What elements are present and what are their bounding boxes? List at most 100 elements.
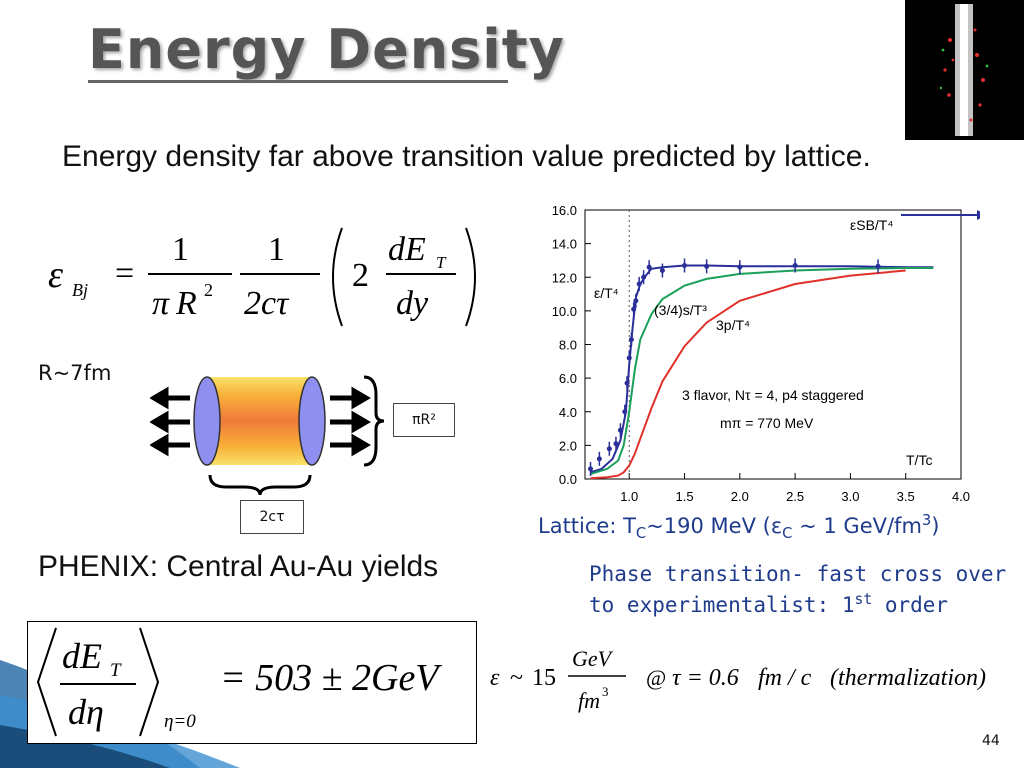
annotation-eps: ε/T⁴ bbox=[594, 285, 619, 301]
eps-gev: GeV bbox=[572, 646, 614, 671]
data-point-7 bbox=[626, 355, 632, 361]
data-point-18 bbox=[792, 262, 798, 268]
phenix-de: dE bbox=[62, 636, 102, 676]
data-point-0 bbox=[588, 466, 594, 472]
annotation-flavor: 3 flavor, Nτ = 4, p4 staggered bbox=[682, 387, 864, 403]
phase-note-line2-pre: to experimentalist: 1 bbox=[589, 593, 855, 617]
lattice-caption-end: ~ 1 GeV/fm bbox=[792, 514, 922, 538]
lattice-chart: 0.0 2.0 4.0 6.0 8.0 10.0 12.0 14.0 16.0 1.0 1.5 2.0… bbox=[552, 203, 980, 504]
x-tick-label-2: 2.0 bbox=[731, 489, 749, 504]
x-tick-label-4: 3.0 bbox=[841, 489, 859, 504]
phenix-result: = 503 ± 2GeV bbox=[220, 657, 442, 699]
annotation-sb: εSB/T⁴ bbox=[850, 217, 893, 233]
x-tick-label-6: 4.0 bbox=[952, 489, 970, 504]
data-point-11 bbox=[636, 281, 642, 287]
phase-note: Phase transition- fast cross over to exp… bbox=[589, 562, 1006, 618]
x-tick-label-5: 3.5 bbox=[897, 489, 915, 504]
slide-title: Energy Density bbox=[88, 18, 565, 81]
pi-r2-label: πR² bbox=[393, 403, 455, 437]
series-line-0 bbox=[590, 264, 934, 474]
phenix-label: PHENIX: Central Au-Au yields bbox=[38, 550, 439, 583]
phase-note-line2-sup: st bbox=[854, 591, 873, 608]
y-tick-label-8: 16.0 bbox=[552, 203, 577, 218]
eps-fmc: fm / c bbox=[758, 665, 812, 691]
annotation-mpi: mπ = 770 MeV bbox=[720, 415, 814, 431]
annotation-p: 3p/T⁴ bbox=[716, 317, 750, 333]
phase-note-line1: Phase transition- fast cross over bbox=[589, 562, 1007, 586]
phenix-subscript: η=0 bbox=[164, 711, 196, 732]
data-point-2 bbox=[606, 446, 612, 452]
x-tick-label-1: 1.5 bbox=[675, 489, 693, 504]
cylinder-diagram bbox=[150, 375, 385, 496]
series-line-1 bbox=[590, 267, 934, 475]
dy-denominator: dy bbox=[396, 285, 429, 322]
y-tick-label-1: 2.0 bbox=[559, 438, 577, 453]
coefficient-2: 2 bbox=[352, 257, 369, 294]
phase-note-line2-post: order bbox=[872, 593, 949, 617]
data-point-12 bbox=[641, 274, 647, 280]
data-point-8 bbox=[628, 336, 634, 342]
data-point-5 bbox=[622, 409, 628, 415]
two-ctau-label: 2cτ bbox=[240, 500, 304, 534]
eps-at: @ bbox=[646, 665, 666, 690]
annotation-ttc: T/Tc bbox=[906, 452, 932, 468]
data-point-14 bbox=[659, 268, 665, 274]
annotation-s: (3/4)s/T³ bbox=[654, 302, 707, 318]
y-tick-label-3: 6.0 bbox=[559, 371, 577, 386]
fraction1-num: 1 bbox=[172, 231, 189, 268]
fraction1-r: R bbox=[175, 285, 197, 322]
data-point-10 bbox=[633, 298, 639, 304]
eps-symbol: ε bbox=[490, 665, 500, 691]
eps-fm: fm bbox=[578, 688, 600, 713]
lattice-caption-sup: 3 bbox=[921, 512, 932, 529]
collision-image bbox=[905, 0, 1024, 140]
de-numerator: dE bbox=[388, 231, 426, 268]
lattice-caption-mid: ~190 MeV (ε bbox=[646, 514, 783, 538]
epsilon-symbol: ε bbox=[48, 254, 63, 296]
data-point-16 bbox=[704, 263, 710, 269]
y-tick-label-4: 8.0 bbox=[559, 338, 577, 353]
data-point-19 bbox=[875, 263, 881, 269]
data-point-6 bbox=[624, 380, 630, 386]
right-arrows bbox=[330, 386, 371, 457]
sb-arrowhead bbox=[977, 210, 980, 221]
title-underline bbox=[88, 80, 508, 83]
y-tick-label-5: 10.0 bbox=[552, 304, 577, 319]
y-tick-label-2: 4.0 bbox=[559, 405, 577, 420]
x-tick-label-0: 1.0 bbox=[620, 489, 638, 504]
series-line-2 bbox=[590, 269, 906, 480]
data-point-9 bbox=[631, 306, 637, 312]
fraction1-exp: 2 bbox=[204, 280, 213, 300]
plot-frame bbox=[584, 209, 962, 480]
fraction2-num: 1 bbox=[268, 231, 285, 268]
equals-sign: = bbox=[115, 255, 134, 292]
eps-fm-exp: 3 bbox=[602, 684, 609, 699]
data-point-15 bbox=[682, 262, 688, 268]
lattice-caption: Lattice: TC~190 MeV (εC ~ 1 GeV/fm3) bbox=[538, 512, 939, 542]
left-arrows bbox=[150, 386, 190, 457]
radius-label: R~7fm bbox=[38, 361, 112, 385]
de-subscript: T bbox=[436, 253, 447, 272]
eps-therm: (thermalization) bbox=[830, 665, 986, 691]
fraction1-pi: π bbox=[152, 285, 170, 322]
page-number: 44 bbox=[982, 733, 1000, 749]
eps-tau-expr: τ = 0.6 bbox=[672, 665, 739, 691]
eps-15: 15 bbox=[532, 665, 556, 691]
y-tick-label-0: 0.0 bbox=[559, 472, 577, 487]
phase-note-line2: to experimentalist: 1st order bbox=[589, 587, 1006, 618]
phenix-formula: dE T dη η=0 = 503 ± 2GeV bbox=[36, 627, 442, 737]
phenix-deta: dη bbox=[68, 692, 104, 732]
data-point-1 bbox=[596, 456, 602, 462]
phenix-de-sub: T bbox=[110, 660, 122, 681]
phenix-formula-box: dE T dη η=0 = 503 ± 2GeV bbox=[27, 621, 477, 744]
y-tick-label-6: 12.0 bbox=[552, 270, 577, 285]
data-point-4 bbox=[617, 427, 623, 433]
eps-approx: ~ bbox=[510, 665, 523, 691]
fraction2-den: 2cτ bbox=[244, 285, 290, 322]
slide-subtitle: Energy density far above transition valu… bbox=[62, 140, 871, 173]
y-tick-label-7: 14.0 bbox=[552, 237, 577, 252]
lattice-caption-prefix: Lattice: T bbox=[538, 514, 636, 538]
data-point-17 bbox=[737, 264, 743, 270]
lattice-caption-sub2: C bbox=[782, 525, 793, 543]
data-point-13 bbox=[646, 264, 652, 270]
